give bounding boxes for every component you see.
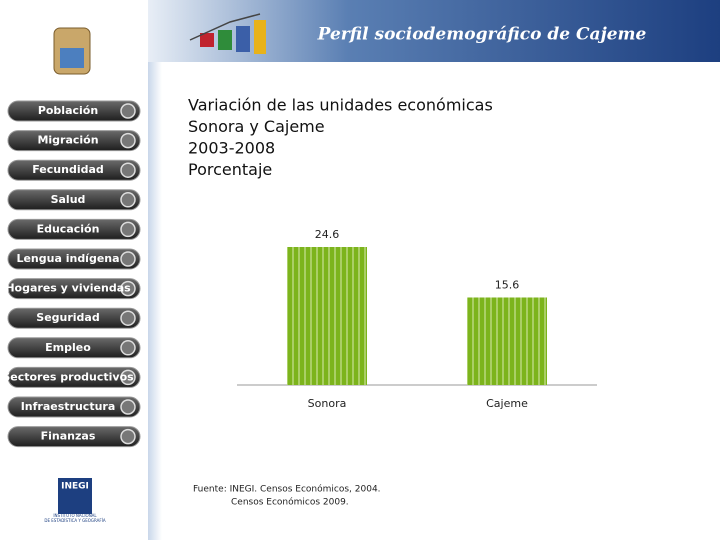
nav-button-knob bbox=[120, 340, 136, 356]
logo-caption: DE ESTADÍSTICA Y GEOGRAFÍA bbox=[44, 518, 105, 523]
logo-name: INEGI bbox=[61, 482, 89, 492]
bar bbox=[467, 297, 547, 385]
bar bbox=[287, 247, 367, 385]
nav-button-bg bbox=[7, 189, 141, 211]
nav-button-knob bbox=[120, 103, 136, 119]
nav-button-bg bbox=[7, 100, 141, 122]
nav-button-bg bbox=[7, 366, 141, 388]
side-stripe bbox=[148, 62, 162, 540]
nav-button-knob bbox=[120, 369, 136, 386]
x-tick-label: Sonora bbox=[308, 397, 347, 410]
nav-button-knob bbox=[120, 428, 136, 445]
nav-button-knob bbox=[120, 192, 136, 208]
chart-title: 2003-2008 bbox=[188, 139, 275, 158]
nav-button-knob bbox=[120, 132, 136, 149]
nav-button-knob bbox=[120, 251, 136, 267]
nav-button[interactable]: Infraestructura bbox=[7, 396, 141, 418]
header-icon bbox=[189, 13, 266, 54]
nav-button[interactable]: Lengua indígena bbox=[7, 248, 141, 270]
nav-label: Sectores productivos bbox=[2, 370, 134, 383]
nav-label: Fecundidad bbox=[32, 163, 104, 176]
nav-button[interactable]: Finanzas bbox=[7, 426, 141, 448]
nav-label: Lengua indígena bbox=[16, 252, 119, 265]
nav-button[interactable]: Empleo bbox=[7, 337, 141, 359]
nav-button-bg bbox=[7, 396, 141, 418]
nav-button-knob bbox=[120, 280, 136, 297]
crest bbox=[53, 27, 91, 75]
nav-button[interactable]: Hogares y viviendas bbox=[5, 278, 141, 300]
nav-button-bg bbox=[7, 218, 141, 240]
nav-button[interactable]: Población bbox=[7, 100, 141, 122]
nav-label: Seguridad bbox=[36, 311, 99, 324]
nav-button-knob bbox=[120, 399, 136, 415]
nav-label: Empleo bbox=[45, 341, 91, 354]
nav-label: Infraestructura bbox=[21, 400, 116, 413]
chart: Variación de las unidades económicas Sono… bbox=[188, 96, 597, 508]
nav-label: Migración bbox=[37, 134, 98, 147]
logo-caption: INSTITUTO NACIONAL bbox=[53, 513, 97, 518]
chart-title: Variación de las unidades económicas bbox=[188, 96, 493, 115]
source-note: Fuente: INEGI. Censos Económicos, 2004. bbox=[193, 484, 381, 495]
chart-title: Sonora y Cajeme bbox=[188, 117, 325, 136]
nav-button-bg bbox=[7, 159, 141, 181]
nav-button-bg bbox=[7, 130, 141, 152]
nav-button[interactable]: Seguridad bbox=[7, 307, 141, 329]
data-label: 15.6 bbox=[495, 278, 520, 291]
nav-button[interactable]: Sectores productivos bbox=[2, 366, 141, 388]
nav-label: Educación bbox=[37, 222, 100, 235]
logo: INEGI INSTITUTO NACIONAL DE ESTADÍSTICA … bbox=[44, 478, 106, 523]
nav-button[interactable]: Fecundidad bbox=[7, 159, 141, 181]
nav-menu: Población Migración Fecundidad Salud Educaci… bbox=[2, 100, 141, 448]
source-note: Censos Económicos 2009. bbox=[231, 497, 349, 508]
nav-button-bg bbox=[7, 426, 141, 448]
nav-label: Población bbox=[38, 104, 98, 117]
x-tick-label: Cajeme bbox=[486, 397, 528, 410]
header-title: Perfil sociodemográfico de Cajeme bbox=[317, 25, 647, 45]
nav-button-knob bbox=[120, 162, 136, 178]
nav-label: Salud bbox=[51, 193, 86, 206]
nav-button-bg bbox=[7, 278, 141, 300]
nav-label: Hogares y viviendas bbox=[5, 282, 131, 295]
nav-button[interactable]: Migración bbox=[7, 130, 141, 152]
nav-button-knob bbox=[120, 310, 136, 326]
data-label: 24.6 bbox=[315, 228, 340, 241]
nav-button[interactable]: Educación bbox=[7, 218, 141, 240]
chart-title: Porcentaje bbox=[188, 160, 272, 179]
nav-button[interactable]: Salud bbox=[7, 189, 141, 211]
nav-button-bg bbox=[7, 248, 141, 270]
nav-label: Finanzas bbox=[41, 430, 96, 443]
nav-button-bg bbox=[7, 307, 141, 329]
nav-button-knob bbox=[120, 221, 136, 238]
nav-button-bg bbox=[7, 337, 141, 359]
